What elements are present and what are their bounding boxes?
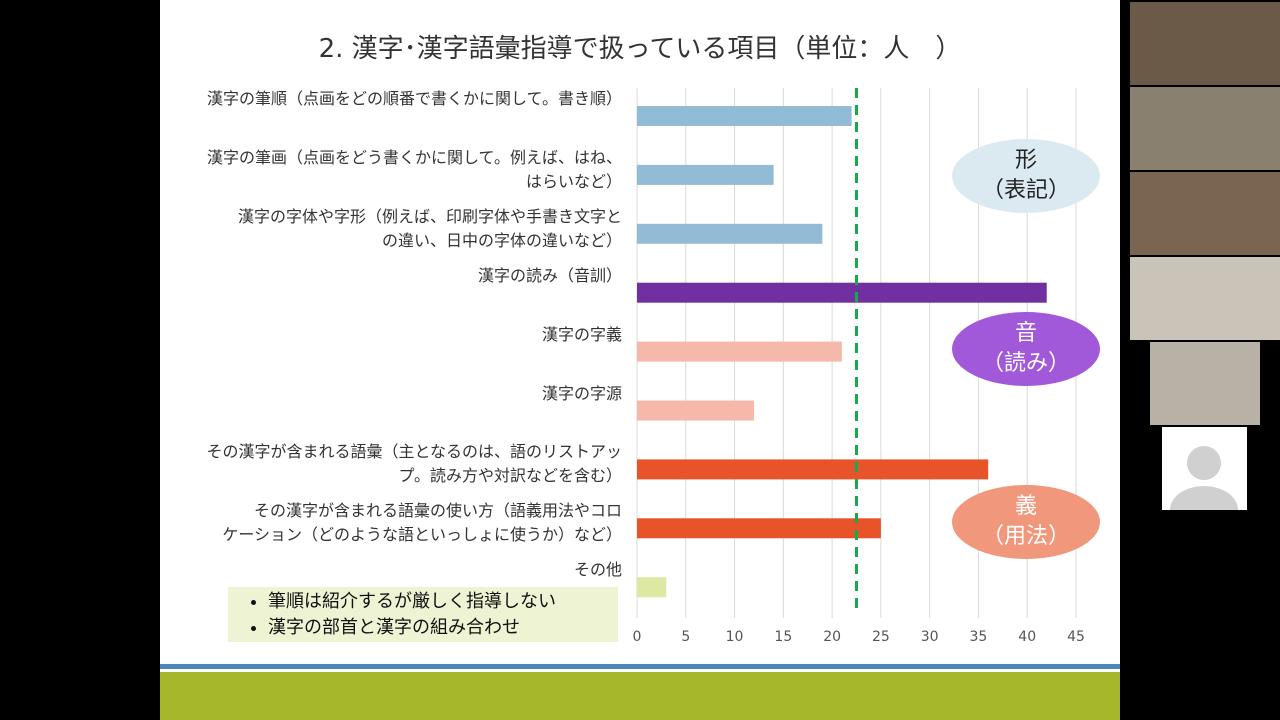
x-tick-label: 35 [970, 629, 988, 645]
bar [637, 164, 774, 185]
bar [637, 341, 842, 362]
notes-box: 筆順は紹介するが厳しく指導しない漢字の部首と漢字の組み合わせ [228, 587, 618, 642]
video-tile [1150, 342, 1260, 425]
video-tile [1130, 2, 1280, 85]
x-tick-label: 40 [1018, 629, 1036, 645]
video-tile [1130, 172, 1280, 255]
slide-footer [160, 672, 1120, 720]
category-label: 漢字の筆画（点画をどう書くかに関して。例えば、はね、 はらいなど） [206, 147, 622, 191]
x-tick-label: 45 [1067, 629, 1085, 645]
slide-rule [160, 664, 1120, 669]
category-oval: 形 （表記） [952, 139, 1100, 213]
avatar [1170, 446, 1238, 534]
category-label: 漢字の筆順（点画をどの順番で書くかに関して。書き順） [206, 89, 622, 108]
video-tile [1130, 87, 1280, 170]
note-item: 筆順は紹介するが厳しく指導しない [268, 589, 618, 615]
category-label: その他 [573, 560, 622, 580]
chart-title: 2. 漢字･漢字語彙指導で扱っている項目（単位：人 ） [318, 34, 962, 64]
x-tick-label: 25 [872, 629, 890, 645]
category-oval: 義 （用法） [952, 485, 1100, 559]
bar [637, 518, 881, 539]
category-label: その漢字が含まれる語彙の使い方（語義用法やコロ ケーション（どのような語といっし… [222, 501, 622, 545]
x-tick-label: 30 [921, 629, 939, 645]
category-label: 漢字の字源 [541, 383, 622, 403]
bar [637, 282, 1047, 303]
video-tile [1130, 257, 1280, 340]
category-label: その漢字が含まれる語彙（主となるのは、語のリストアッ プ。読み方や対訳などを含む… [206, 442, 622, 486]
bar [637, 106, 852, 126]
slide: 2. 漢字･漢字語彙指導で扱っている項目（単位：人 ） 0 5 10 15 20 25 30… [160, 0, 1120, 720]
x-tick-label: 15 [774, 629, 792, 645]
bar [637, 577, 667, 598]
video-tile [1162, 427, 1247, 534]
x-tick-label: 20 [823, 629, 841, 645]
category-label: 漢字の字義 [541, 324, 622, 344]
bar [637, 459, 989, 480]
bar [637, 223, 823, 244]
bar [637, 400, 755, 421]
x-tick-label: 0 [633, 629, 642, 645]
category-label: 漢字の読み（音訓） [477, 265, 622, 285]
category-oval: 音 （読み） [952, 312, 1100, 386]
note-item: 漢字の部首と漢字の組み合わせ [268, 615, 618, 641]
category-label: 漢字の字体や字形（例えば、印刷字体や手書き文字と の違い、日中の字体の違いなど） [237, 206, 622, 250]
x-tick-label: 5 [681, 629, 690, 645]
x-tick-label: 10 [726, 629, 744, 645]
